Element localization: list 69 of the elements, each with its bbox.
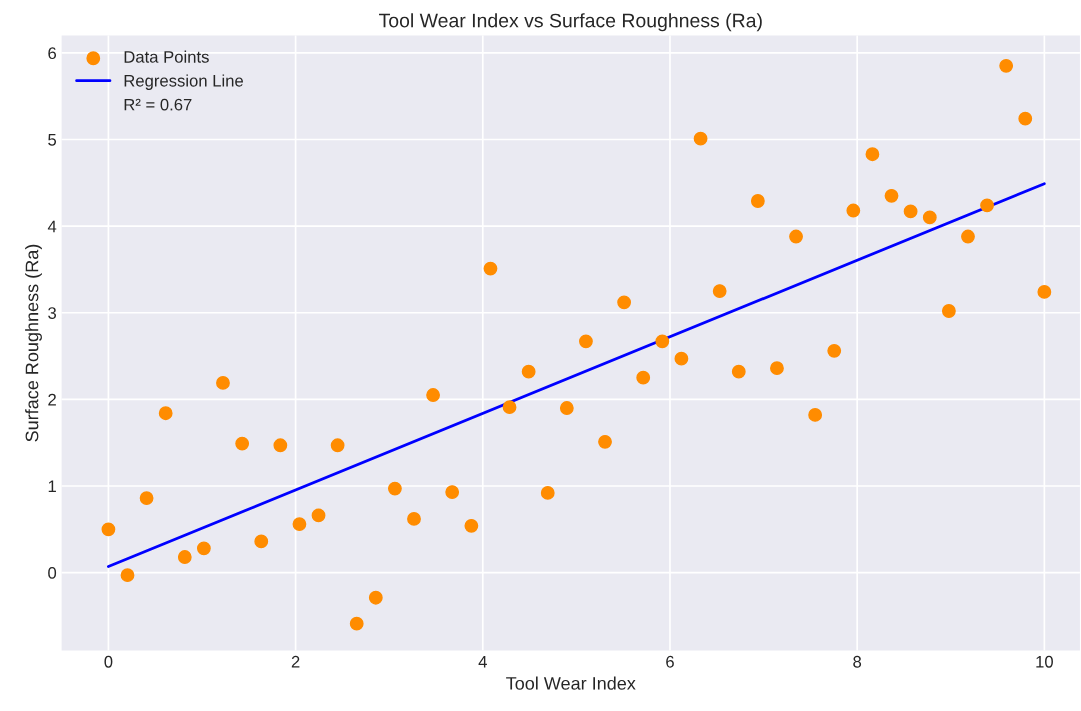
point	[292, 517, 307, 532]
point	[999, 58, 1014, 73]
point	[846, 203, 861, 218]
point	[177, 550, 192, 564]
point	[770, 361, 784, 376]
point	[502, 400, 517, 415]
x-tick-label: 4	[478, 656, 487, 668]
point	[139, 491, 154, 506]
point	[445, 485, 460, 499]
point	[521, 364, 536, 379]
point	[827, 343, 842, 358]
y-tick-label: 0	[48, 567, 57, 579]
y-tick-label: 6	[48, 47, 57, 60]
point	[598, 434, 612, 449]
y-tick-label: 3	[48, 307, 57, 319]
x-tick-label: 10	[1036, 655, 1053, 668]
legend-label: Regression Line	[124, 74, 243, 90]
point	[655, 334, 670, 349]
chart-title: Tool Wear Index vs Surface Roughness (Ra)	[379, 13, 762, 32]
annotation: R² = 0.67	[124, 98, 192, 111]
point	[101, 522, 116, 537]
point	[903, 204, 918, 219]
x-tick-label: 6	[666, 655, 674, 668]
point	[235, 436, 250, 451]
point	[865, 147, 880, 162]
point	[750, 194, 765, 208]
point	[540, 486, 555, 500]
point	[941, 304, 956, 318]
x-tick-label: 0	[104, 655, 113, 668]
point	[273, 438, 288, 453]
point	[196, 541, 211, 556]
point	[407, 511, 421, 526]
point	[158, 406, 173, 421]
point	[330, 438, 345, 453]
point	[789, 229, 803, 244]
point	[712, 284, 727, 298]
x-axis-title: Tool Wear Index	[506, 676, 636, 690]
point	[1037, 285, 1052, 299]
y-tick-label: 5	[48, 134, 57, 146]
point	[617, 295, 632, 310]
point	[311, 508, 326, 523]
point	[579, 334, 593, 349]
point	[1018, 111, 1033, 126]
x-tick-label: 2	[291, 655, 300, 668]
legend-label: Data Points	[124, 50, 209, 63]
point	[120, 568, 135, 583]
y-tick-label: 2	[48, 393, 56, 406]
point	[980, 198, 994, 213]
point	[808, 408, 823, 422]
point	[464, 518, 479, 533]
point	[368, 590, 383, 605]
point	[254, 534, 269, 549]
point	[349, 616, 364, 631]
point	[922, 210, 937, 225]
point	[483, 261, 498, 276]
y-axis-title: Surface Roughness (Ra)	[25, 244, 42, 442]
point	[884, 188, 899, 203]
point	[961, 229, 975, 244]
y-tick-label: 1	[48, 480, 56, 493]
point	[426, 388, 440, 402]
point	[216, 375, 230, 390]
point	[559, 401, 574, 415]
point	[674, 351, 689, 366]
point	[731, 364, 746, 379]
point	[693, 131, 708, 146]
y-tick-label: 4	[47, 220, 57, 233]
point	[636, 370, 651, 385]
x-tick-label: 8	[853, 655, 862, 668]
point	[387, 481, 402, 496]
